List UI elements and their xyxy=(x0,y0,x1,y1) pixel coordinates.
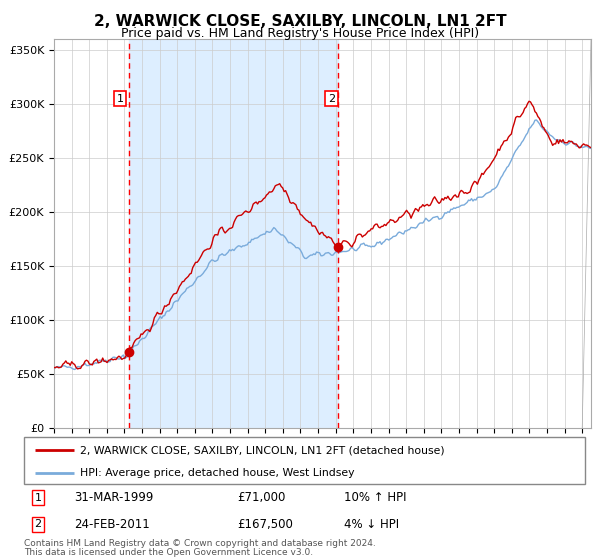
Text: 4% ↓ HPI: 4% ↓ HPI xyxy=(344,518,399,531)
Text: £167,500: £167,500 xyxy=(237,518,293,531)
FancyBboxPatch shape xyxy=(24,437,585,484)
Text: 1: 1 xyxy=(116,94,124,104)
Text: HPI: Average price, detached house, West Lindsey: HPI: Average price, detached house, West… xyxy=(80,468,355,478)
Text: This data is licensed under the Open Government Licence v3.0.: This data is licensed under the Open Gov… xyxy=(24,548,313,557)
Text: 10% ↑ HPI: 10% ↑ HPI xyxy=(344,491,406,504)
Text: 2, WARWICK CLOSE, SAXILBY, LINCOLN, LN1 2FT (detached house): 2, WARWICK CLOSE, SAXILBY, LINCOLN, LN1 … xyxy=(80,445,445,455)
Text: £71,000: £71,000 xyxy=(237,491,286,504)
Text: 2, WARWICK CLOSE, SAXILBY, LINCOLN, LN1 2FT: 2, WARWICK CLOSE, SAXILBY, LINCOLN, LN1 … xyxy=(94,14,506,29)
Text: 24-FEB-2011: 24-FEB-2011 xyxy=(74,518,150,531)
Text: Price paid vs. HM Land Registry's House Price Index (HPI): Price paid vs. HM Land Registry's House … xyxy=(121,27,479,40)
Text: Contains HM Land Registry data © Crown copyright and database right 2024.: Contains HM Land Registry data © Crown c… xyxy=(24,539,376,548)
Text: 31-MAR-1999: 31-MAR-1999 xyxy=(74,491,154,504)
Text: 2: 2 xyxy=(34,519,41,529)
Text: 1: 1 xyxy=(35,493,41,503)
Text: 2: 2 xyxy=(328,94,335,104)
Bar xyxy=(129,39,338,428)
